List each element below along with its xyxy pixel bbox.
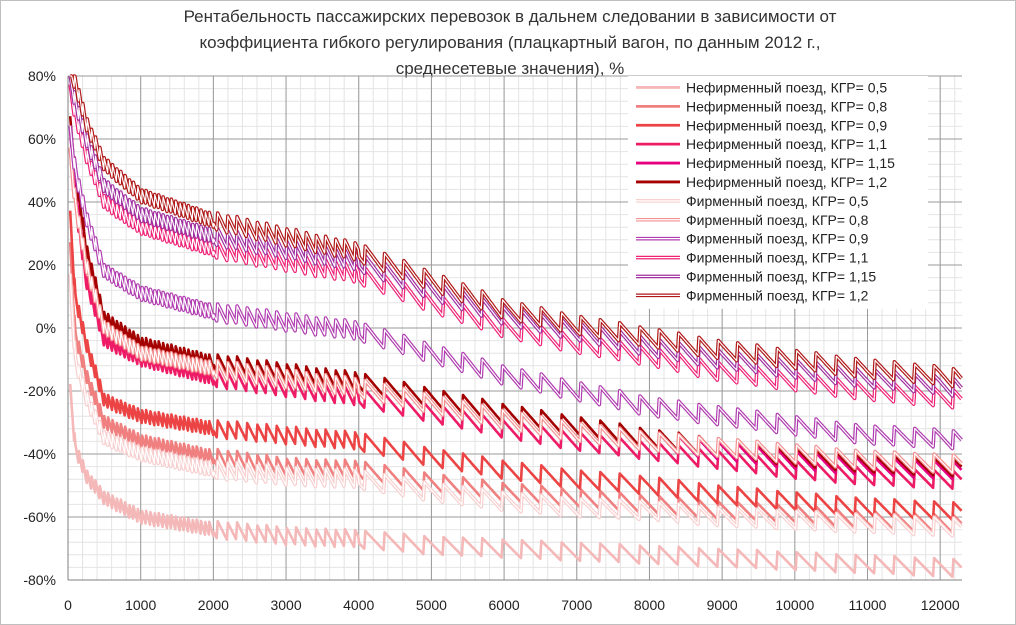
legend-label-11: Фирменный поезд, КГР= 1,2	[686, 287, 869, 303]
chart-title-line-2: коэффициента гибкого регулирования (плац…	[199, 33, 821, 52]
series-line-inner-6	[69, 273, 963, 537]
y-tick-label: -60%	[23, 509, 56, 525]
legend-label-1: Нефирменный поезд, КГР= 0,8	[686, 98, 887, 114]
axes-layer: 0 1000 2000 3000 4000 5000 6000 7000 8000 9000 100…	[23, 68, 962, 613]
x-tick-label: 11000	[849, 597, 887, 613]
legend-label-8: Фирменный поезд, КГР= 0,9	[686, 231, 869, 247]
x-tick-label: 8000	[634, 597, 665, 613]
chart-title-line-1: Рентабельность пассажирских перевозок в …	[183, 7, 837, 26]
x-tick-label: 4000	[343, 597, 374, 613]
x-tick-label: 5000	[416, 597, 447, 613]
series-layer	[68, 74, 963, 579]
legend-label-6: Фирменный поезд, КГР= 0,5	[686, 193, 869, 209]
chart-title-line-3: среднесетевые значения), %	[395, 59, 625, 78]
chart-title: Рентабельность пассажирских перевозок в …	[60, 4, 960, 82]
series-line-2	[68, 210, 963, 522]
x-tick-label: 6000	[489, 597, 520, 613]
series-line-0	[68, 383, 963, 579]
x-tick-label: 10000	[775, 597, 814, 613]
x-tick-label: 12000	[921, 597, 960, 613]
x-tick-label: 7000	[561, 597, 592, 613]
y-tick-label: -80%	[23, 572, 56, 588]
legend: Нефирменный поезд, КГР= 0,5 Нефирменный п…	[628, 76, 928, 309]
x-tick-label: 0	[64, 597, 72, 613]
legend-label-5: Нефирменный поезд, КГР= 1,2	[686, 174, 887, 190]
legend-label-0: Нефирменный поезд, КГР= 0,5	[686, 79, 887, 95]
series-line-inner-7	[69, 147, 963, 474]
x-tick-label: 1000	[125, 597, 156, 613]
y-tick-label: 40%	[28, 194, 56, 210]
y-tick-label: 60%	[28, 131, 56, 147]
x-tick-label: 2000	[198, 597, 229, 613]
y-tick-label: -20%	[23, 383, 56, 399]
y-tick-label: -40%	[23, 446, 56, 462]
y-tick-label: 80%	[28, 68, 56, 84]
legend-label-9: Фирменный поезд, КГР= 1,1	[686, 250, 869, 266]
x-tick-label: 3000	[270, 597, 301, 613]
series-line-1	[68, 242, 963, 535]
series-line-inner-11	[70, 75, 963, 388]
series-line-inner-8	[69, 125, 963, 450]
legend-background	[628, 76, 928, 309]
legend-label-2: Нефирменный поезд, КГР= 0,9	[686, 117, 887, 133]
x-tick-label: 9000	[707, 597, 738, 613]
legend-label-7: Фирменный поезд, КГР= 0,8	[686, 212, 869, 228]
legend-label-3: Нефирменный поезд, КГР= 1,1	[686, 136, 887, 152]
series-line-inner-10	[69, 75, 963, 397]
y-tick-label: 0%	[36, 320, 56, 336]
legend-label-10: Фирменный поезд, КГР= 1,15	[686, 268, 876, 284]
legend-label-4: Нефирменный поезд, КГР= 1,15	[686, 155, 895, 171]
series-line-inner-9	[69, 84, 963, 409]
y-tick-label: 20%	[28, 257, 56, 273]
